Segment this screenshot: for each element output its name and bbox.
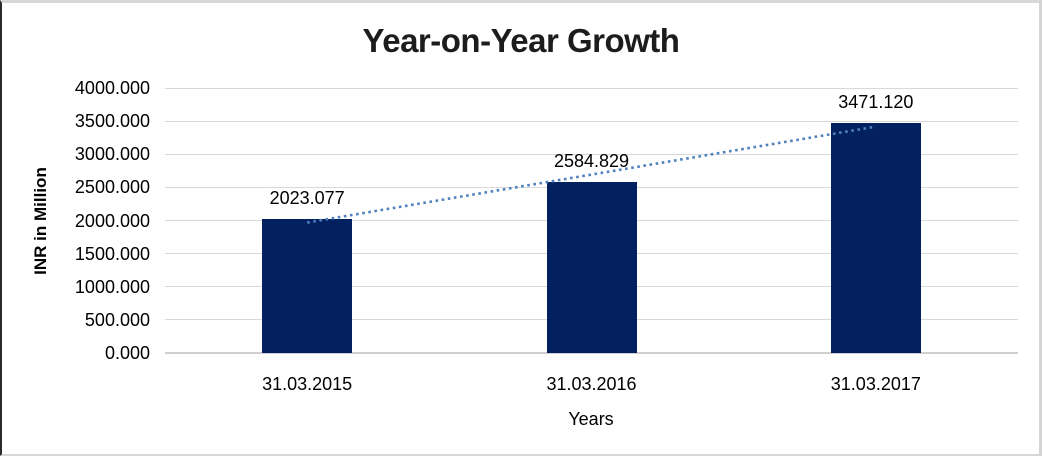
data-label: 2023.077 <box>269 187 345 208</box>
gridline <box>165 352 1018 354</box>
y-axis-title: INR in Million <box>31 167 50 275</box>
y-tick-label: 1500.000 <box>74 243 150 264</box>
gridline <box>165 120 1018 122</box>
chart-title: Year-on-Year Growth <box>362 22 680 59</box>
y-tick-label: 2000.000 <box>74 210 150 231</box>
bar-31.03.2015 <box>262 218 353 353</box>
data-label: 3471.120 <box>838 92 914 113</box>
y-tick-label: 3000.000 <box>74 144 150 165</box>
data-label: 2584.829 <box>553 150 630 171</box>
bar-31.03.2017 <box>830 123 921 353</box>
x-tick-label: 31.03.2015 <box>262 374 353 394</box>
y-tick-label: 2500.000 <box>74 177 150 198</box>
bar-31.03.2016 <box>546 181 637 353</box>
y-tick-label: 1000.000 <box>74 276 150 297</box>
x-axis-title: Years <box>568 409 614 429</box>
gridline <box>165 87 1018 89</box>
y-tick-label: 4000.000 <box>74 78 150 98</box>
y-tick-label: 3500.000 <box>74 111 150 132</box>
y-tick-label: 0.000 <box>104 343 150 363</box>
x-tick-label: 31.03.2017 <box>830 374 921 394</box>
y-tick-label: 500.000 <box>84 309 150 330</box>
x-tick-label: 31.03.2016 <box>546 374 637 394</box>
